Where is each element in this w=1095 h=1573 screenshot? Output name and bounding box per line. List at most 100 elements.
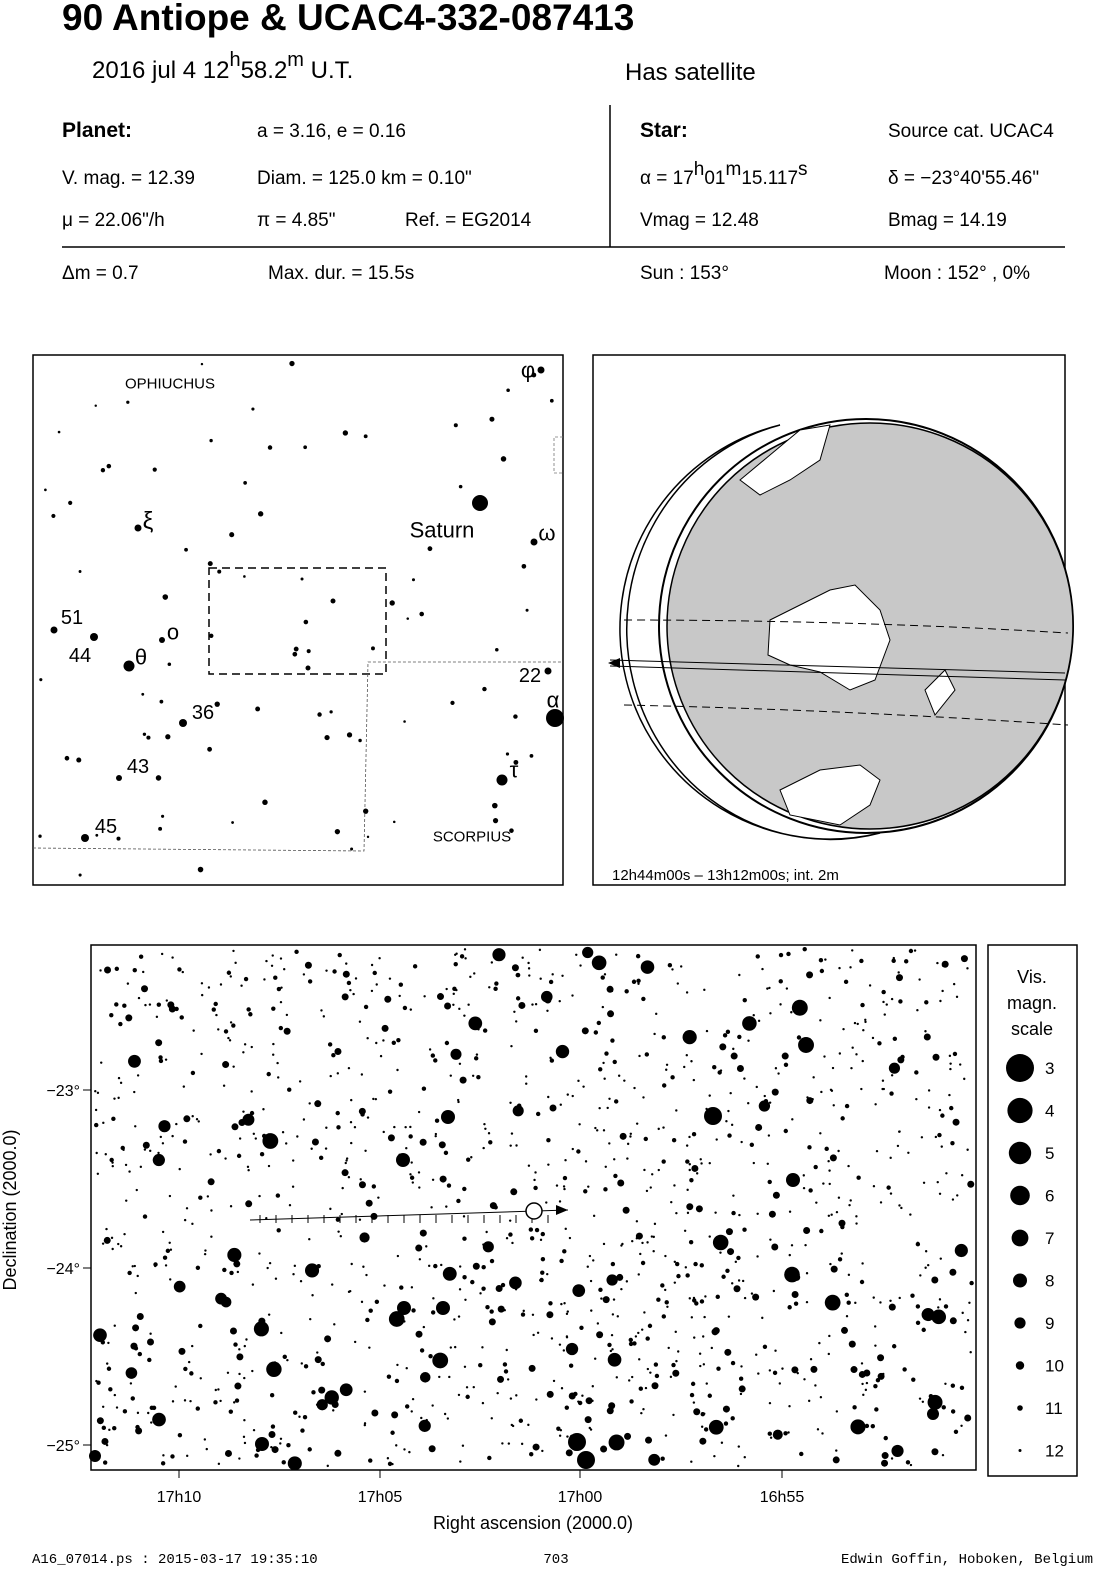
- star: [761, 1316, 764, 1320]
- star: [278, 1025, 284, 1031]
- star: [842, 1027, 845, 1031]
- star: [327, 1042, 333, 1047]
- star: [229, 975, 232, 978]
- star: [949, 1062, 952, 1065]
- star: [279, 1437, 283, 1440]
- star: [197, 1120, 200, 1123]
- star: [525, 608, 529, 612]
- star: [305, 665, 311, 671]
- star: [558, 1343, 562, 1346]
- star: [182, 1085, 186, 1088]
- star: [715, 1294, 720, 1300]
- star: [389, 600, 395, 606]
- star: [777, 1072, 780, 1075]
- star: [591, 1399, 594, 1403]
- star: [954, 1243, 968, 1258]
- star: [539, 1238, 543, 1242]
- star: [550, 1337, 554, 1340]
- star: [960, 955, 968, 963]
- star: [559, 1103, 562, 1106]
- star: [737, 1445, 741, 1448]
- star: [316, 1351, 319, 1354]
- star: [835, 1449, 838, 1452]
- star: [258, 1252, 261, 1255]
- star: [160, 952, 164, 956]
- star: [622, 1206, 630, 1214]
- star: [329, 1074, 332, 1078]
- star: [803, 1226, 811, 1234]
- star: [529, 754, 534, 758]
- star: [155, 1039, 163, 1047]
- star: [467, 1003, 470, 1006]
- star: [657, 1168, 660, 1172]
- star: [216, 1148, 222, 1154]
- star: [521, 956, 524, 959]
- star: [838, 966, 841, 970]
- star: [445, 987, 448, 991]
- star: [546, 1272, 549, 1276]
- star: [449, 1346, 453, 1349]
- star: [94, 1108, 98, 1112]
- star: [941, 989, 944, 993]
- star: [255, 1437, 269, 1451]
- star: [224, 1449, 232, 1457]
- star: [643, 1311, 646, 1314]
- starchart-frame: [90, 944, 977, 1471]
- star: [482, 686, 487, 692]
- star: [889, 1299, 892, 1303]
- star: [791, 1366, 799, 1374]
- star: [695, 1172, 699, 1175]
- star: [446, 1417, 450, 1420]
- star: [741, 1279, 745, 1283]
- star: [531, 1313, 535, 1316]
- star: [862, 1393, 865, 1397]
- star: [191, 1115, 194, 1118]
- star: [387, 1089, 393, 1094]
- star: [457, 1100, 460, 1104]
- star: [615, 953, 618, 956]
- star: [609, 1349, 613, 1353]
- star: [242, 1110, 245, 1113]
- star: [662, 1083, 667, 1088]
- star: [141, 692, 145, 696]
- star: [217, 1028, 220, 1031]
- star: [159, 699, 164, 704]
- star: [885, 1003, 888, 1006]
- star: [324, 734, 330, 741]
- star: [886, 1185, 891, 1190]
- star: [409, 1125, 412, 1129]
- star: [94, 404, 97, 407]
- star: [684, 1266, 688, 1269]
- star: [431, 1178, 435, 1182]
- star: [50, 626, 58, 634]
- star: [488, 1318, 496, 1326]
- star: [379, 1054, 383, 1058]
- globe: 12h44m00s – 13h12m00s; int. 2m: [608, 418, 1074, 884]
- star: [596, 1020, 602, 1026]
- star: [229, 1205, 233, 1208]
- star: [471, 1074, 475, 1077]
- star: [449, 1074, 452, 1077]
- star: [482, 1241, 494, 1253]
- star: [690, 1316, 694, 1319]
- star: [966, 1319, 970, 1322]
- star: [516, 1103, 522, 1108]
- star: [837, 1257, 843, 1262]
- star: [302, 1118, 306, 1121]
- scale-label: 12: [1045, 1442, 1064, 1461]
- star: [812, 1076, 815, 1079]
- star: [107, 1341, 110, 1345]
- star: [606, 1407, 614, 1415]
- star: [165, 734, 171, 740]
- star: [564, 1159, 567, 1162]
- star: [195, 1265, 201, 1270]
- star: [103, 1236, 111, 1244]
- star: [342, 970, 350, 978]
- star: [388, 977, 392, 980]
- star: [111, 1164, 114, 1168]
- star: [114, 1002, 119, 1007]
- star: [767, 1431, 772, 1436]
- star: [564, 1405, 570, 1410]
- scale-label: 5: [1045, 1144, 1054, 1163]
- star: [89, 1450, 101, 1462]
